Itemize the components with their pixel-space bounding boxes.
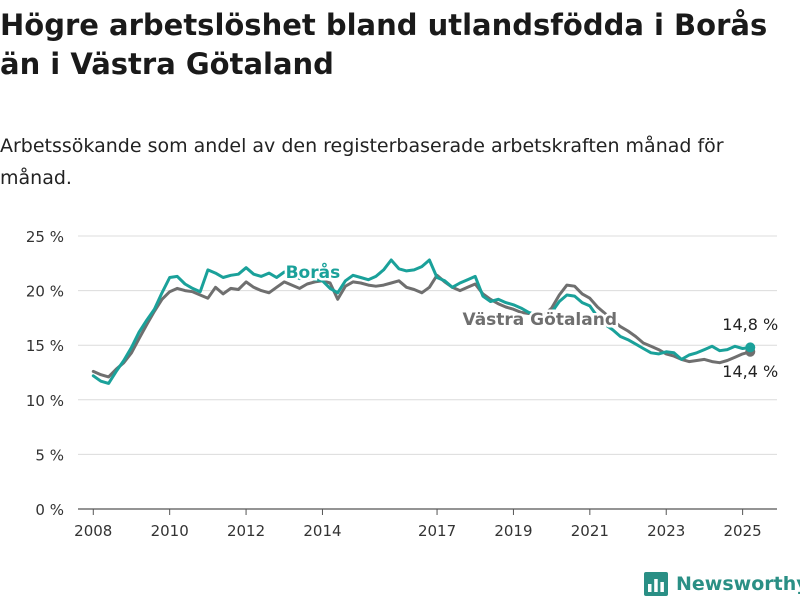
x-tick-label: 2025 [724,522,762,540]
bar-chart-icon [644,572,668,596]
y-tick-label: 25 % [26,228,64,246]
x-tick-label: 2012 [227,522,265,540]
x-tick-label: 2023 [647,522,685,540]
bor-s-end-point [745,342,756,353]
x-tick-label: 2014 [303,522,341,540]
y-axis: 0 % 5 % 10 % 15 % 20 % 25 % [26,228,64,519]
x-axis: 2008 2010 2012 2014 2017 2019 2021 2023 2025 [74,509,762,540]
y-tick-label: 10 % [26,392,64,410]
x-tick-label: 2017 [418,522,456,540]
x-tick-label: 2008 [74,522,112,540]
x-tick-label: 2010 [151,522,189,540]
x-tick-label: 2019 [494,522,532,540]
chart-subtitle: Arbetssökande som andel av den registerb… [0,135,724,189]
chart-title: Högre arbetslöshet bland utlandsfödda i … [0,8,768,81]
y-tick-label: 15 % [26,337,64,355]
vastra-gotaland-series-label: Västra Götaland [462,310,617,330]
vastra-gotaland-end-value-label: 14,4 % [722,362,778,381]
boras-series-label: Borås [286,261,341,283]
bor-s-line [91,258,752,385]
newsworthy-logo[interactable]: Newsworthy [644,570,800,598]
gridlines [78,235,777,510]
y-tick-label: 0 % [35,501,64,519]
series-labels: Borås Västra Götaland 14,8 % 14,4 % [283,259,780,384]
brand-name: Newsworthy [676,573,800,595]
x-tick-label: 2021 [571,522,609,540]
v-stra-g-taland-line [91,273,752,379]
boras-end-value-label: 14,8 % [722,315,778,334]
y-tick-label: 20 % [26,283,64,301]
series-lines [91,258,756,385]
y-tick-label: 5 % [35,446,64,464]
